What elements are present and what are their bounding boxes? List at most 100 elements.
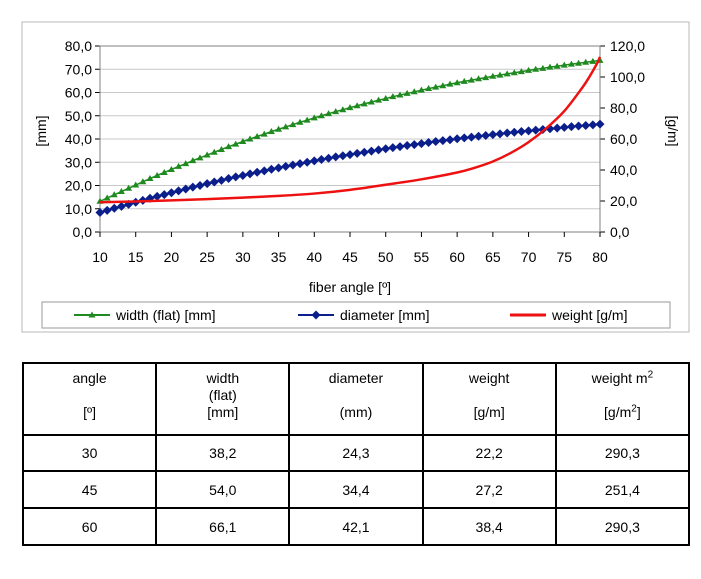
y-right-tick-label: 80,0 [610, 100, 637, 116]
width-point [403, 89, 411, 96]
y-left-tick-label: 80,0 [65, 38, 92, 54]
diameter-point [488, 130, 498, 140]
diameter-point [252, 167, 262, 177]
width-point [339, 106, 347, 113]
diameter-point [116, 201, 126, 211]
width-point [532, 65, 540, 72]
width-point [367, 98, 375, 105]
width-point [382, 95, 390, 102]
diameter-point [481, 131, 491, 141]
width-point [560, 61, 568, 68]
diameter-point [245, 169, 255, 179]
diameter-point [309, 156, 319, 166]
header-weight-unit: [g/m] [473, 404, 505, 420]
x-tick-label: 50 [378, 249, 394, 265]
diameter-point [324, 153, 334, 163]
diameter-point [524, 126, 534, 136]
diameter-point [395, 142, 405, 152]
y-left-tick-label: 0,0 [73, 224, 93, 240]
header-width-label-2: (flat) [208, 387, 237, 403]
diameter-point [516, 127, 526, 137]
y-left-tick-label: 10,0 [65, 201, 92, 217]
x-tick-label: 65 [485, 249, 501, 265]
width-point [575, 59, 583, 66]
width-point [196, 154, 204, 161]
y-left-tick-label: 40,0 [65, 131, 92, 147]
x-tick-label: 30 [235, 249, 251, 265]
header-width-unit: [mm] [207, 404, 239, 420]
table-cell: 24,3 [288, 433, 424, 473]
y-right-tick-label: 40,0 [610, 162, 637, 178]
y-left-axis-title: [mm] [33, 115, 49, 146]
diameter-point [474, 131, 484, 141]
header-diameter: diameter (mm) [288, 362, 424, 436]
legend-label: width (flat) [mm] [115, 307, 216, 323]
table-row: 30 38,2 24,3 22,2 290,3 [21, 433, 691, 473]
diameter-point [202, 179, 212, 189]
width-point [482, 74, 490, 81]
width-point [503, 70, 511, 77]
header-weight-m2-unit-end: ] [636, 404, 641, 420]
x-tick-label: 20 [164, 249, 180, 265]
width-point [553, 62, 561, 69]
diameter-point [152, 191, 162, 201]
legend-label: weight [g/m] [551, 307, 627, 323]
y-right-tick-label: 100,0 [610, 69, 645, 85]
width-point [589, 57, 597, 64]
y-left-tick-label: 60,0 [65, 85, 92, 101]
diameter-point [574, 121, 584, 131]
x-tick-label: 60 [449, 249, 465, 265]
width-point [253, 132, 261, 139]
width-point [360, 100, 368, 107]
line-chart: 0,0 10,0 20,0 30,0 40,0 50,0 60,0 70,0 80,0 0,0 20… [21, 21, 690, 333]
y-left-tick-label: 70,0 [65, 61, 92, 77]
table-cell: 290,3 [554, 433, 691, 473]
legend-label: diameter [mm] [340, 307, 429, 323]
diameter-point [459, 133, 469, 143]
legend-box [41, 301, 671, 329]
y-right-tick-label: 120,0 [610, 38, 645, 54]
diameter-point [409, 140, 419, 150]
diameter-point [559, 122, 569, 132]
diameter-point [366, 146, 376, 156]
diameter-point [331, 152, 341, 162]
diameter-point [531, 125, 541, 135]
y-left-tick-label: 30,0 [65, 154, 92, 170]
y-right-tick-label: 20,0 [610, 193, 637, 209]
width-point [432, 83, 440, 90]
diameter-point [402, 141, 412, 151]
diameter-point [466, 132, 476, 142]
table-cell: 42,1 [288, 507, 424, 546]
table-cell: 38,4 [421, 507, 557, 546]
width-point [296, 118, 304, 125]
diameter-point [381, 144, 391, 154]
table-header-row: angle [º] width (flat) [mm] diameter (mm… [21, 362, 691, 436]
table-cell: 54,0 [155, 470, 291, 510]
diameter-point [595, 119, 605, 129]
width-point [467, 76, 475, 83]
width-point [332, 108, 340, 115]
width-point [246, 135, 254, 142]
width-point [567, 60, 575, 67]
header-angle-unit: [º] [83, 404, 97, 420]
width-point [103, 194, 111, 201]
width-point [546, 63, 554, 70]
width-point [446, 80, 454, 87]
diameter-point [302, 157, 312, 167]
x-tick-label: 35 [271, 249, 287, 265]
table-row: 60 66,1 42,1 38,4 290,3 [21, 507, 691, 546]
x-tick-label: 75 [556, 249, 572, 265]
x-tick-label: 45 [342, 249, 358, 265]
x-tick-label: 25 [199, 249, 215, 265]
diameter-point [345, 150, 355, 160]
diameter-point [452, 134, 462, 144]
diameter-point [416, 139, 426, 149]
header-weight-m2-label: weight m2 [557, 370, 688, 387]
chart-frame [21, 21, 690, 333]
header-angle: angle [º] [21, 362, 158, 436]
header-weight: weight [g/m] [421, 362, 557, 436]
diameter-point [216, 175, 226, 185]
width-point [496, 71, 504, 78]
y-left-tick-label: 50,0 [65, 108, 92, 124]
table-cell: 38,2 [155, 433, 291, 473]
